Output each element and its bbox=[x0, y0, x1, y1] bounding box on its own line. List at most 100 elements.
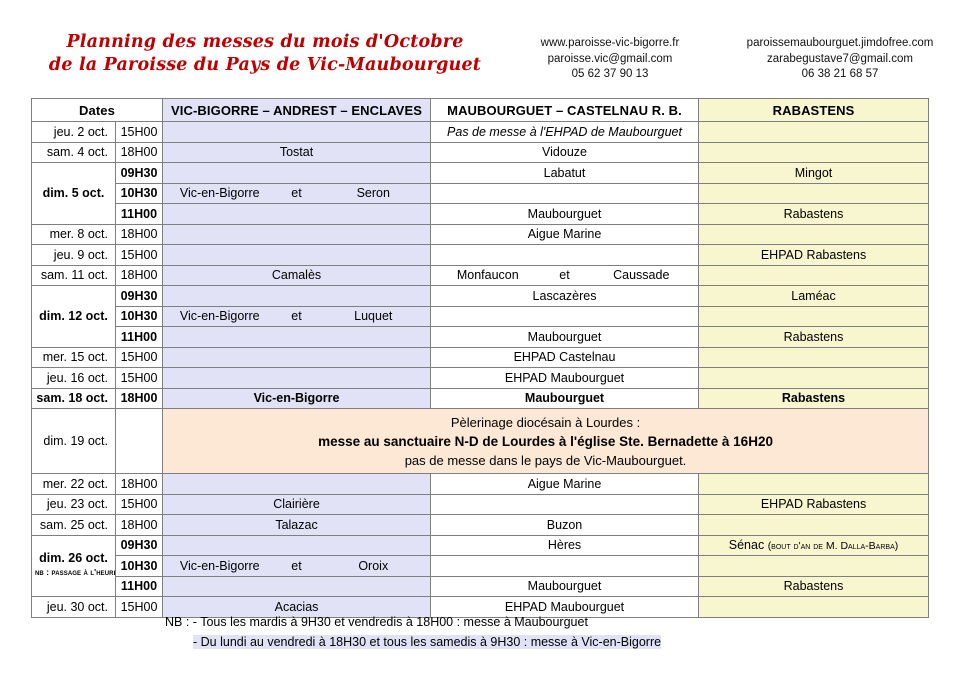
vic-bigorre-cell: Talazac bbox=[162, 514, 432, 536]
maubourguet-cell bbox=[430, 244, 700, 266]
table-row: 11H00 Maubourguet Rabastens bbox=[32, 203, 930, 225]
time-cell: 09H30 bbox=[114, 285, 164, 307]
time-cell: 15H00 bbox=[114, 346, 164, 368]
maubourguet-cell: Buzon bbox=[430, 514, 700, 536]
anniversary-note: (bout d'an de M. Dalla-Barba) bbox=[767, 540, 899, 553]
table-row: 10H30 Vic-en-Bigorre et Seron bbox=[32, 182, 930, 204]
time-cell: 10H30 bbox=[114, 555, 164, 577]
time-cell: 15H00 bbox=[114, 493, 164, 515]
vic-bigorre-cell: Acacias bbox=[162, 596, 432, 618]
maubourguet-cell: EHPAD Maubourguet bbox=[430, 367, 700, 389]
contact-maubourguet: paroissemaubourguet.jimdofree.com zarabe… bbox=[735, 36, 945, 83]
maubourguet-cell bbox=[430, 555, 700, 577]
maubourguet-cell: Maubourguet bbox=[430, 326, 700, 348]
footer-text-1: - Tous les mardis à 9H30 et vendredis à … bbox=[192, 615, 588, 629]
column-header-dates: Dates bbox=[30, 98, 164, 122]
time-cell: 10H30 bbox=[114, 182, 164, 204]
vic-bigorre-cell: Vic-en-Bigorre et Luquet bbox=[162, 305, 432, 327]
table-row: dim. 19 oct. Pèlerinage diocésain à Lourd… bbox=[31, 408, 930, 474]
table-row: 11H00 Maubourguet Rabastens bbox=[32, 575, 930, 597]
maubourguet-cell: Maubourguet bbox=[430, 575, 700, 597]
location-name: Seron bbox=[356, 186, 390, 201]
table-row: dim. 12 oct. 09H30 Lascazères Laméac bbox=[31, 285, 930, 348]
rabastens-cell: EHPAD Rabastens bbox=[698, 493, 930, 515]
table-row: 10H30 Vic-en-Bigorre et Oroix bbox=[32, 555, 930, 577]
table-row: jeu. 16 oct. 15H00 EHPAD Maubourguet bbox=[31, 367, 930, 389]
maubourguet-cell bbox=[430, 493, 700, 515]
time-cell: 18H00 bbox=[114, 223, 164, 245]
vic-bigorre-cell bbox=[162, 326, 432, 348]
time-cell: 15H00 bbox=[114, 244, 164, 266]
maubourguet-cell: Pas de messe à l'EHPAD de Maubourguet bbox=[430, 121, 700, 143]
pilgrimage-line3: pas de messe dans le pays de Vic-Maubour… bbox=[404, 452, 687, 468]
time-cell: 18H00 bbox=[114, 141, 164, 163]
time-cell: 15H00 bbox=[114, 367, 164, 389]
maubourguet-cell: Maubourguet bbox=[430, 387, 700, 409]
time-cell: 11H00 bbox=[114, 326, 164, 348]
date-cell: jeu. 23 oct. bbox=[31, 493, 116, 515]
date-cell: dim. 5 oct. bbox=[31, 162, 116, 225]
table-row: mer. 22 oct. 18H00 Aigue Marine bbox=[31, 473, 930, 495]
table-row: sam. 25 oct. 18H00 Talazac Buzon bbox=[31, 514, 930, 536]
rabastens-cell bbox=[698, 121, 930, 143]
rabastens-cell bbox=[698, 473, 930, 495]
maubourguet-cell: Hères bbox=[430, 534, 700, 556]
table-row: jeu. 2 oct. 15H00 Pas de messe à l'EHPAD d… bbox=[31, 121, 930, 143]
maubourguet-cell: Lascazères bbox=[430, 285, 700, 307]
time-cell: 09H30 bbox=[114, 162, 164, 184]
vic-bigorre-cell bbox=[162, 575, 432, 597]
rabastens-cell bbox=[698, 555, 930, 577]
table-row: dim. 26 oct.NB : passage à l'heure d'hiv… bbox=[31, 534, 930, 597]
date-cell: dim. 12 oct. bbox=[31, 285, 116, 348]
contact-phone: 06 38 21 68 57 bbox=[801, 68, 879, 80]
date-cell: sam. 11 oct. bbox=[31, 264, 116, 286]
contact-website: paroissemaubourguet.jimdofree.com bbox=[746, 37, 934, 49]
contact-email: paroisse.vic@gmail.com bbox=[547, 52, 673, 65]
maubourguet-cell: Maubourguet bbox=[430, 203, 700, 225]
rabastens-cell: Rabastens bbox=[698, 387, 930, 409]
date-cell: sam. 18 oct. bbox=[31, 387, 116, 409]
location-name: Oroix bbox=[358, 558, 389, 573]
contact-email: zarabegustave7@gmail.com bbox=[767, 52, 913, 65]
date-cell: dim. 26 oct.NB : passage à l'heure d'hiv… bbox=[31, 534, 116, 597]
footer-prefix: NB : bbox=[165, 615, 190, 629]
time-cell: 18H00 bbox=[114, 264, 164, 286]
maubourguet-cell: Monfaucon et Caussade bbox=[430, 264, 700, 286]
contact-block: www.paroisse-vic-bigorre.fr paroisse.vic… bbox=[505, 36, 945, 83]
pilgrimage-announcement: Pèlerinage diocésain à Lourdes : messe au… bbox=[162, 408, 930, 474]
time-cell: 18H00 bbox=[114, 387, 164, 409]
time-cell: 09H30 bbox=[114, 534, 164, 556]
rabastens-cell bbox=[698, 596, 930, 618]
conjunction: et bbox=[291, 309, 302, 324]
date-cell: sam. 25 oct. bbox=[31, 514, 116, 536]
contact-vic-bigorre: www.paroisse-vic-bigorre.fr paroisse.vic… bbox=[505, 36, 715, 83]
location-name: Vic-en-Bigorre bbox=[179, 309, 260, 324]
rabastens-cell: EHPAD Rabastens bbox=[698, 244, 930, 266]
date-note: NB : passage à l'heure d'hiver ! bbox=[35, 567, 116, 578]
pilgrimage-line2: messe au sanctuaire N-D de Lourdes à l'é… bbox=[318, 433, 773, 449]
page-title-line-1: Planning des messes du mois d'Octobre bbox=[66, 32, 464, 52]
rabastens-cell bbox=[698, 264, 930, 286]
location-name: Caussade bbox=[613, 268, 670, 283]
time-cell bbox=[114, 408, 164, 474]
rabastens-cell: Mingot bbox=[698, 162, 930, 184]
location-name: Luquet bbox=[354, 309, 393, 324]
maubourguet-cell: EHPAD Castelnau bbox=[430, 346, 700, 368]
vic-bigorre-cell bbox=[162, 223, 432, 245]
date-cell: mer. 8 oct. bbox=[31, 223, 116, 245]
contact-phone: 05 62 37 90 13 bbox=[571, 68, 649, 80]
vic-bigorre-cell: Camalès bbox=[162, 264, 432, 286]
table-row: mer. 8 oct. 18H00 Aigue Marine bbox=[31, 223, 930, 245]
rabastens-cell: Laméac bbox=[698, 285, 930, 307]
conjunction: et bbox=[559, 268, 570, 283]
location-name: Monfaucon bbox=[456, 268, 519, 283]
table-row: sam. 11 oct. 18H00 Camalès Monfaucon et Causs… bbox=[31, 264, 930, 286]
date-cell: jeu. 2 oct. bbox=[31, 121, 116, 143]
column-header-rabastens: RABASTENS bbox=[698, 98, 930, 122]
pilgrimage-line1: Pèlerinage diocésain à Lourdes : bbox=[450, 414, 641, 430]
time-cell: 18H00 bbox=[114, 473, 164, 495]
table-row: sam. 18 oct. 18H00 Vic-en-Bigorre Maubourgu… bbox=[31, 387, 930, 409]
vic-bigorre-cell bbox=[162, 473, 432, 495]
maubourguet-cell: Aigue Marine bbox=[430, 473, 700, 495]
paired-locations: Monfaucon et Caussade bbox=[434, 268, 695, 282]
